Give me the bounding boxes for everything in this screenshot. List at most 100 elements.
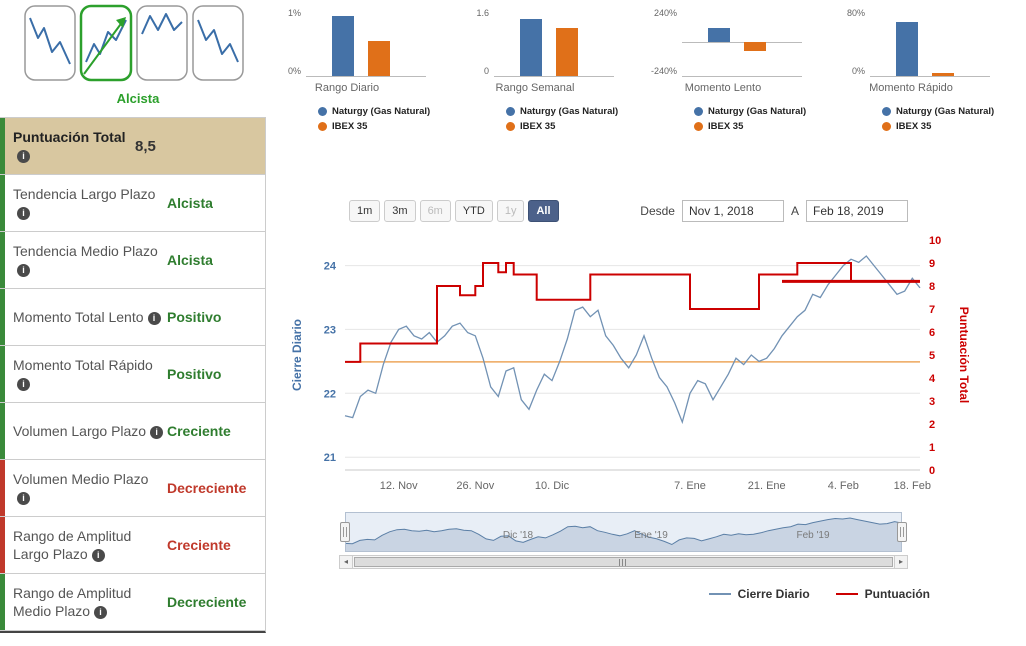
mini-chart-rango-semanal: 1.6 0 Rango Semanal Naturgy (Gas Natural… — [456, 8, 644, 136]
indicators-table: Puntuación Total 8,5 Tendencia Largo Pla… — [0, 117, 266, 633]
bar-plot — [494, 8, 614, 77]
legend-label: Naturgy (Gas Natural) — [896, 106, 995, 117]
info-icon[interactable] — [17, 377, 30, 391]
scrollbar-right-arrow-icon[interactable]: ▸ — [894, 555, 908, 569]
info-icon[interactable] — [147, 311, 161, 325]
svg-text:21. Ene: 21. Ene — [748, 480, 786, 492]
legend-cierre-diario[interactable]: Cierre Diario — [708, 587, 810, 601]
navigator-right-handle[interactable] — [897, 522, 907, 542]
svg-text:Cierre Diario: Cierre Diario — [290, 319, 304, 391]
svg-text:1: 1 — [929, 442, 935, 454]
legend-item-ibex[interactable]: IBEX 35 — [318, 121, 456, 132]
legend-item-ibex[interactable]: IBEX 35 — [506, 121, 644, 132]
mini-chart-momento-rapido: 80% 0% Momento Rápido Naturgy (Gas Natur… — [832, 8, 1020, 136]
row-tendencia-medio-plazo: Tendencia Medio Plazo Alcista — [0, 232, 265, 289]
date-range-controls: Desde A — [640, 200, 908, 222]
bar-ibex — [744, 42, 766, 51]
legend-item-naturgy[interactable]: Naturgy (Gas Natural) — [694, 106, 832, 117]
phase-pattern-2 — [85, 19, 127, 63]
legend-label: IBEX 35 — [332, 121, 368, 132]
svg-text:6: 6 — [929, 327, 935, 339]
row-status-border — [0, 175, 5, 231]
bar-naturgy — [896, 21, 918, 76]
range-button-3m[interactable]: 3m — [384, 200, 416, 222]
ibex-series-dot — [318, 122, 327, 131]
market-phase-icons — [24, 4, 244, 82]
naturgy-series-dot — [882, 107, 891, 116]
scrollbar-thumb[interactable] — [354, 557, 893, 567]
y-axis-min-label: 0% — [287, 66, 301, 76]
info-icon[interactable] — [17, 263, 30, 277]
svg-text:2: 2 — [929, 419, 935, 431]
mini-chart-title: Momento Lento — [684, 82, 762, 94]
row-status-border — [0, 517, 5, 573]
naturgy-series-dot — [318, 107, 327, 116]
navigator-left-handle[interactable] — [340, 522, 350, 542]
legend-label: Puntuación — [864, 587, 930, 601]
row-momento-total-rapido: Momento Total Rápido Positivo — [0, 346, 265, 403]
phase-pattern-3 — [141, 13, 183, 35]
svg-text:10. Dic: 10. Dic — [535, 480, 570, 492]
svg-text:26. Nov: 26. Nov — [456, 480, 494, 492]
mini-chart-title: Rango Semanal — [495, 82, 575, 94]
svg-text:3: 3 — [929, 396, 935, 408]
legend-item-naturgy[interactable]: Naturgy (Gas Natural) — [318, 106, 456, 117]
row-label: Volumen Largo Plazo — [13, 422, 147, 439]
legend-item-ibex[interactable]: IBEX 35 — [694, 121, 832, 132]
chart-scrollbar: ◂ ▸ — [339, 555, 908, 569]
bar-naturgy — [708, 27, 730, 42]
info-icon[interactable] — [17, 491, 30, 505]
info-icon[interactable] — [17, 206, 30, 220]
mini-chart-legend: Naturgy (Gas Natural) IBEX 35 — [318, 106, 456, 132]
svg-text:8: 8 — [929, 281, 935, 293]
legend-puntuacion[interactable]: Puntuación — [835, 587, 930, 601]
phase-pattern-4 — [197, 19, 239, 63]
row-momento-total-lento: Momento Total Lento Positivo — [0, 289, 265, 346]
range-button-all[interactable]: All — [528, 200, 559, 222]
date-from-input[interactable] — [681, 200, 784, 222]
row-value: Alcista — [167, 252, 213, 268]
y-axis-max-label: 240% — [653, 8, 677, 18]
svg-text:Feb '19: Feb '19 — [796, 530, 829, 541]
row-label: Rango de Amplitud Medio Plazo — [13, 584, 132, 619]
svg-text:18. Feb: 18. Feb — [894, 480, 931, 492]
legend-label: IBEX 35 — [708, 121, 744, 132]
y-axis-max-label: 1% — [287, 8, 301, 18]
market-phase-label: Alcista — [116, 91, 160, 106]
svg-text:Ene '19: Ene '19 — [634, 530, 668, 541]
ibex-series-dot — [882, 122, 891, 131]
bar-ibex — [556, 27, 578, 76]
range-button-1y: 1y — [496, 200, 525, 222]
mini-chart-legend: Naturgy (Gas Natural) IBEX 35 — [506, 106, 644, 132]
svg-text:4. Feb: 4. Feb — [828, 480, 859, 492]
svg-text:4: 4 — [929, 373, 936, 385]
scrollbar-left-arrow-icon[interactable]: ◂ — [339, 555, 353, 569]
range-selector: 1m 3m 6m YTD 1y All — [349, 200, 559, 222]
navigator[interactable]: Dic '18 Ene '19 Feb '19 — [340, 512, 907, 552]
mini-charts-row: 1% 0% Rango Diario Naturgy (Gas Natural)… — [268, 8, 1020, 136]
legend-item-naturgy[interactable]: Naturgy (Gas Natural) — [506, 106, 644, 117]
legend-item-ibex[interactable]: IBEX 35 — [882, 121, 1020, 132]
row-status-border — [0, 574, 5, 630]
info-icon[interactable] — [150, 425, 164, 439]
info-icon[interactable] — [94, 605, 108, 619]
date-to-input[interactable] — [806, 200, 908, 222]
scrollbar-track[interactable] — [353, 555, 894, 569]
row-value: Creciente — [167, 423, 231, 439]
info-icon[interactable] — [17, 149, 30, 163]
row-status-border — [0, 403, 5, 459]
row-label: Tendencia Largo Plazo — [13, 185, 156, 202]
phase-box-techo — [136, 5, 188, 81]
row-label: Puntuación Total — [13, 128, 126, 145]
mini-chart-momento-lento: 240% -240% Momento Lento Naturgy (Gas Na… — [644, 8, 832, 136]
svg-text:5: 5 — [929, 350, 935, 362]
legend-item-naturgy[interactable]: Naturgy (Gas Natural) — [882, 106, 1020, 117]
row-value: Positivo — [167, 309, 222, 325]
info-icon[interactable] — [91, 548, 105, 562]
range-button-1m[interactable]: 1m — [349, 200, 381, 222]
range-button-ytd[interactable]: YTD — [454, 200, 493, 222]
svg-text:7. Ene: 7. Ene — [674, 480, 706, 492]
market-phase-widget: Alcista — [20, 4, 256, 106]
ibex-series-dot — [506, 122, 515, 131]
